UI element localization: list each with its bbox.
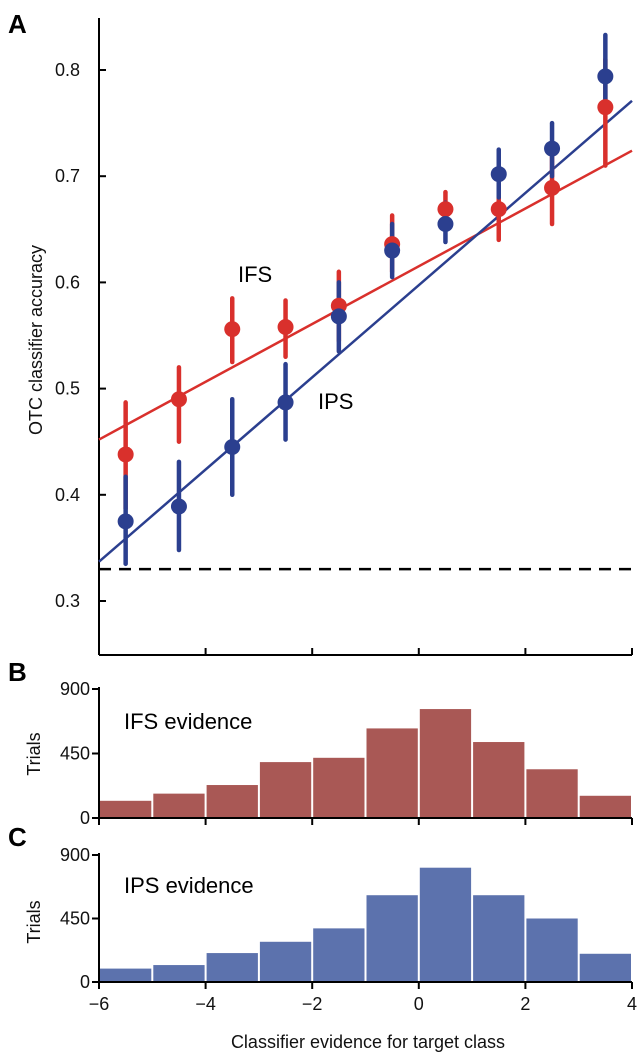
panel-b-y-tick-label: 900 [60,679,90,699]
panel-c-histogram-bar [100,968,152,982]
panel-letter-c: C [8,822,27,852]
panel-c-bars [100,867,631,982]
panel-b-y-tick-label: 450 [60,744,90,764]
panel-a-y-tick-label: 0.4 [55,485,80,505]
panel-b-histogram-bar [366,728,418,818]
panel-c-axes: 0 450 900 −6 −4 −2 0 2 4 [60,845,637,1014]
panel-b-histogram-bar [259,762,312,818]
panel-letter-a: A [8,9,27,39]
ips-fit-line [98,99,633,563]
panel-c-x-tick-label: −2 [302,994,323,1014]
ifs-data-point [544,179,561,196]
panel-c: C Trials 0 450 900 −6 −4 −2 0 2 4 IPS evidence C… [8,822,637,1052]
panel-c-histogram-bar [579,953,631,982]
ips-data-point [597,68,614,85]
panel-c-histogram-bar [526,918,578,982]
panel-a-y-tick-label: 0.7 [55,166,80,186]
ifs-evidence-label: IFS evidence [124,709,252,734]
panel-c-histogram-bar [419,867,472,982]
panel-b-histogram-bar [473,742,525,818]
panel-a-y-tick-label: 0.5 [55,379,80,399]
panel-c-x-tick-label: −4 [195,994,216,1014]
panel-c-x-tick-label: 0 [414,994,424,1014]
ips-data-point [490,166,507,183]
panel-c-histogram-bar [153,965,205,982]
ifs-data-point [597,99,614,116]
panel-letter-b: B [8,657,27,687]
ifs-data-point [170,391,187,408]
ips-evidence-label: IPS evidence [124,873,254,898]
panel-b-histogram-bar [526,769,578,818]
ips-data-point [384,242,401,259]
ifs-series-label: IFS [238,262,272,287]
panel-a-y-axis-label: OTC classifier accuracy [26,245,46,435]
panel-c-x-tick-label: −6 [89,994,110,1014]
panel-b-bars [100,709,631,818]
panel-b: B Trials 0 450 900 IFS evidence [8,657,633,828]
panel-a-y-tick-label: 0.3 [55,591,80,611]
panel-c-histogram-bar [366,895,418,982]
ips-data-point [437,215,454,232]
ips-data-point [170,498,187,515]
ifs-data-point [277,319,294,336]
panel-c-histogram-bar [259,941,312,982]
x-axis-label: Classifier evidence for target class [231,1032,505,1052]
ips-data-point [330,308,347,325]
ips-data-point [544,140,561,157]
ifs-data-point [117,446,134,463]
panel-a-y-tick-label: 0.6 [55,272,80,292]
panel-c-x-tick-label: 4 [627,994,637,1014]
panel-a: A OTC classifier accuracy 0.30.40.50.60.… [8,9,633,656]
panel-b-histogram-bar [419,709,472,818]
panel-b-histogram-bar [153,793,205,818]
panel-c-y-tick-label: 0 [80,972,90,992]
panel-c-histogram-bar [313,928,365,982]
ifs-data-point [437,201,454,218]
ips-data-point [117,513,134,530]
panel-b-y-tick-label: 0 [80,808,90,828]
ifs-data-point [224,321,241,338]
panel-c-y-axis-label: Trials [24,900,44,943]
panel-a-marks [98,32,633,567]
panel-c-histogram-bar [206,953,258,982]
panel-b-y-axis-label: Trials [24,732,44,775]
panel-c-y-tick-label: 450 [60,909,90,929]
panel-c-x-tick-label: 2 [520,994,530,1014]
panel-c-histogram-bar [473,895,525,982]
panel-b-axes: 0 450 900 [60,679,633,828]
ifs-data-point [490,201,507,218]
panel-a-y-tick-label: 0.8 [55,60,80,80]
ips-data-point [277,394,294,411]
ifs-fit-line [98,149,633,441]
panel-b-histogram-bar [206,785,258,818]
ips-data-point [224,439,241,456]
panel-b-histogram-bar [100,800,152,818]
panel-b-histogram-bar [579,795,631,818]
panel-a-axes: 0.3 0.4 0.5 0.6 0.7 0.8 [55,18,633,656]
ips-series-label: IPS [318,389,353,414]
panel-b-histogram-bar [313,757,365,818]
panel-c-y-tick-label: 900 [60,845,90,865]
